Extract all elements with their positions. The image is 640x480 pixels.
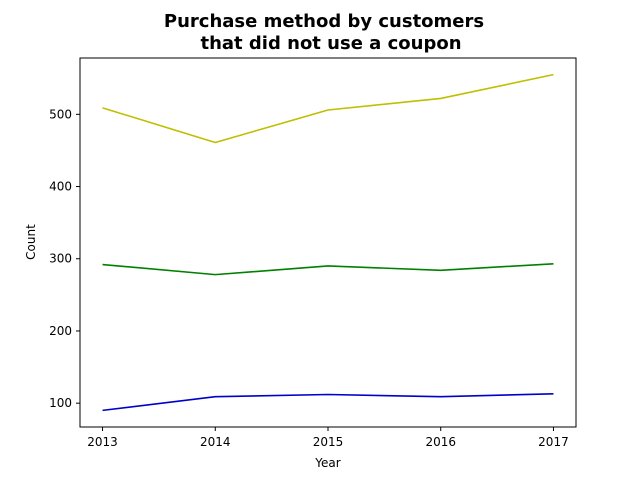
y-tick-label: 500 <box>49 107 72 121</box>
y-axis-label: Count <box>24 224 38 260</box>
series-line-2 <box>102 263 554 276</box>
x-tick-label: 2013 <box>87 435 118 449</box>
axes-frame <box>79 57 577 428</box>
x-tick-label: 2014 <box>200 435 231 449</box>
plot-area: 2013 2014 2015 2016 2017 100 200 300 400 500 <box>49 73 569 449</box>
y-tick-label: 400 <box>49 180 72 194</box>
series-line-1 <box>102 73 554 144</box>
chart-title-line-1: Purchase method by customers <box>164 11 484 32</box>
y-tick-label: 300 <box>49 252 72 266</box>
chart-title-line-2: that did not use a coupon <box>200 33 461 54</box>
x-tick-label: 2017 <box>538 435 569 449</box>
x-axis-label: Year <box>314 456 340 470</box>
y-tick-label: 200 <box>49 324 72 338</box>
series-line-3 <box>102 392 554 412</box>
x-tick-label: 2016 <box>425 435 456 449</box>
x-tick-label: 2015 <box>313 435 344 449</box>
y-tick-label: 100 <box>49 396 72 410</box>
